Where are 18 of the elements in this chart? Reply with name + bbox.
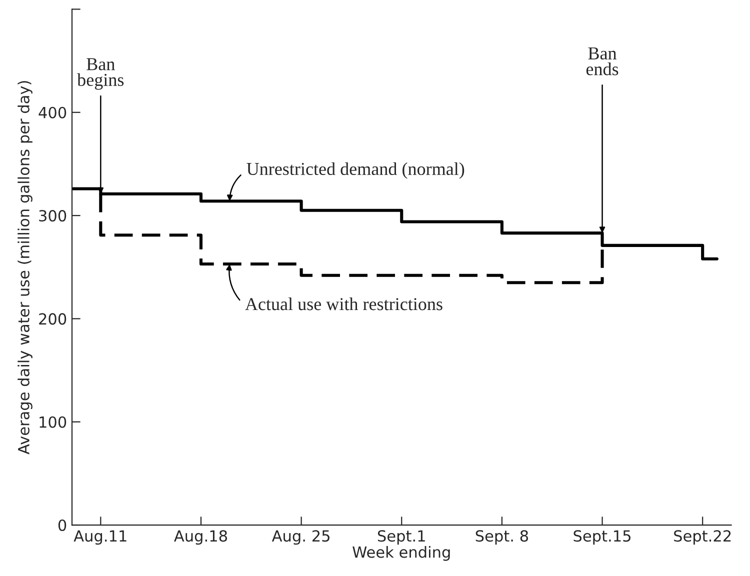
y-tick-label: 200 — [39, 313, 66, 325]
y-tick-label: 100 — [40, 416, 66, 428]
x-tick-label: Aug. 25 — [272, 530, 330, 545]
x-tick-label: Sept.1 — [378, 530, 425, 545]
y-tick-label: 300 — [39, 210, 66, 222]
y-tick-label: 400 — [38, 106, 66, 118]
x-tick-label: Sept.15 — [574, 530, 630, 545]
x-tick-label: Aug.18 — [174, 530, 228, 545]
annotation: Ban begins — [77, 58, 124, 90]
x-tick-label: Aug.11 — [74, 530, 126, 545]
x-tick-label: Sept. 8 — [476, 530, 528, 545]
annotation: Actual use with restrictions — [245, 298, 442, 310]
y-tick-label: 0 — [58, 519, 66, 532]
x-axis-title: Week ending — [352, 546, 450, 561]
x-tick-label: Sept.22 — [674, 530, 731, 545]
annotation: Ban ends — [586, 47, 618, 76]
annotation: Unrestricted demand (normal) — [246, 162, 464, 179]
y-axis-title: Average daily water use (million gallons per day) — [18, 81, 32, 454]
